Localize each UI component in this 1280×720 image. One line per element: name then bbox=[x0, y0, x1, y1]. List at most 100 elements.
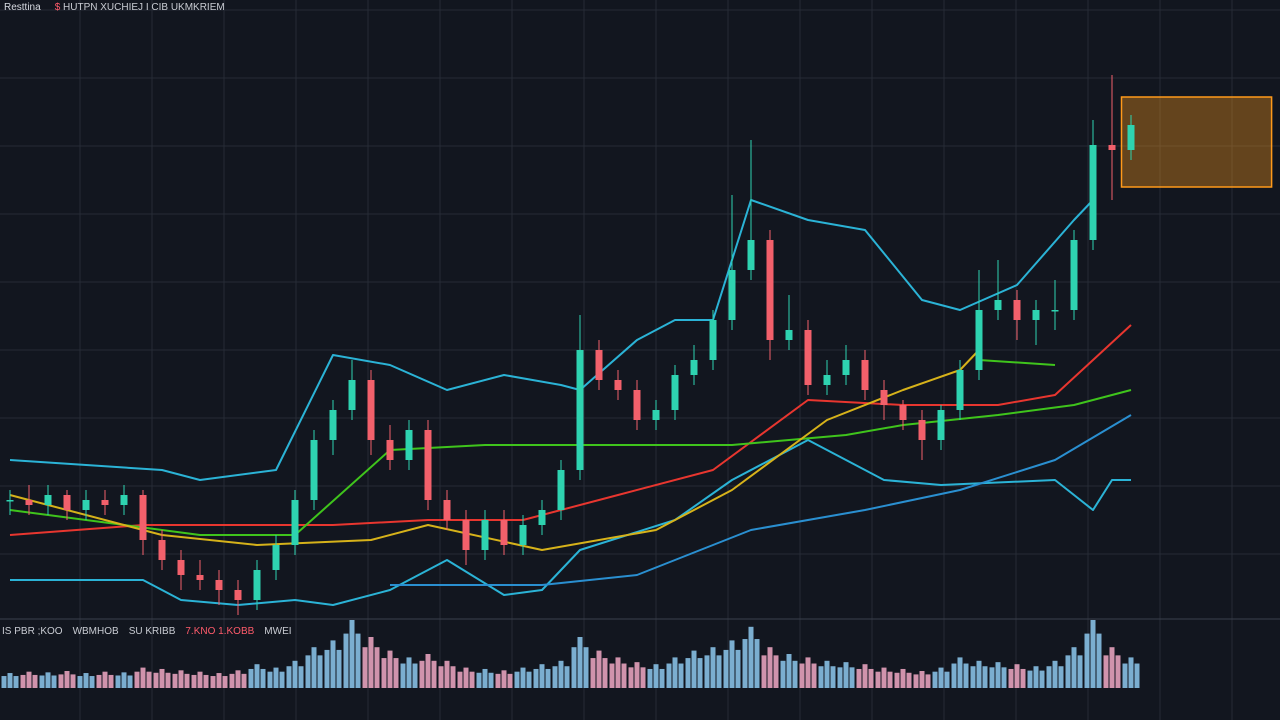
volume-bar bbox=[634, 662, 640, 688]
indicator-line-yellow-ma bbox=[9, 349, 980, 551]
volume-bar bbox=[216, 673, 222, 688]
volume-bar bbox=[824, 660, 830, 688]
volume-bar bbox=[805, 657, 811, 688]
volume-bar bbox=[583, 647, 589, 688]
volume-bar bbox=[1001, 667, 1007, 688]
candle-body bbox=[614, 380, 622, 390]
candle-body bbox=[196, 575, 204, 580]
volume-bar bbox=[748, 626, 754, 688]
candle-body bbox=[82, 500, 90, 510]
volume-bar bbox=[178, 670, 184, 688]
volume-bar bbox=[862, 664, 868, 688]
volume-bar bbox=[292, 660, 298, 688]
volume-bar bbox=[140, 667, 146, 688]
volume-bar bbox=[552, 666, 558, 688]
volume-bar bbox=[1027, 670, 1033, 688]
volume-bar bbox=[628, 667, 634, 688]
volume-bar bbox=[691, 650, 697, 688]
volume-bar bbox=[77, 676, 83, 688]
candle-body bbox=[937, 410, 945, 440]
volume-label: IS PBR ;KOO bbox=[2, 626, 63, 637]
volume-bar bbox=[457, 671, 463, 688]
candle-body bbox=[462, 520, 470, 550]
candle-body bbox=[367, 380, 375, 440]
volume-bar bbox=[647, 668, 653, 688]
volume-bar bbox=[305, 655, 311, 688]
volume-bar bbox=[621, 663, 627, 688]
volume-bar bbox=[83, 673, 89, 688]
volume-bar bbox=[982, 666, 988, 688]
candle-body bbox=[861, 360, 869, 390]
candle-body bbox=[1032, 310, 1040, 320]
volume-bar bbox=[1103, 655, 1109, 688]
volume-bar bbox=[1071, 647, 1077, 688]
volume-bar bbox=[1128, 657, 1134, 688]
volume-bar bbox=[254, 664, 260, 688]
volume-label: MWEI bbox=[264, 626, 292, 637]
volume-bar bbox=[330, 640, 336, 688]
volume-bar bbox=[197, 671, 203, 688]
candle-body bbox=[1089, 145, 1097, 240]
volume-label: SU KRIBB bbox=[128, 626, 176, 637]
volume-bar bbox=[640, 667, 646, 688]
volume-bar bbox=[248, 668, 254, 688]
volume-bar bbox=[482, 668, 488, 688]
volume-bar bbox=[425, 654, 431, 688]
volume-bar bbox=[659, 668, 665, 688]
volume-bar bbox=[811, 663, 817, 688]
candle-body bbox=[1013, 300, 1021, 320]
candle-body bbox=[994, 300, 1002, 310]
volume-bar bbox=[894, 672, 900, 688]
candle-body bbox=[25, 500, 33, 505]
volume-bar bbox=[843, 662, 849, 688]
volume-bar bbox=[729, 640, 735, 688]
volume-bar bbox=[191, 674, 197, 688]
volume-bar bbox=[723, 649, 729, 688]
volume-label: 7.KNO 1.KOBB bbox=[185, 626, 255, 637]
volume-bar bbox=[343, 633, 349, 688]
volume-bar bbox=[368, 637, 374, 688]
volume-bar bbox=[51, 675, 57, 688]
volume-bar bbox=[564, 666, 570, 688]
candle-body bbox=[595, 350, 603, 380]
volume-bar bbox=[1020, 668, 1026, 688]
candle-body bbox=[1108, 145, 1116, 150]
volume-bar bbox=[678, 663, 684, 688]
volume-bar bbox=[1109, 647, 1115, 688]
volume-bar bbox=[666, 663, 672, 688]
volume-bar bbox=[856, 668, 862, 688]
candle-body bbox=[633, 390, 641, 420]
volume-bar bbox=[526, 671, 532, 688]
candle-body bbox=[519, 525, 527, 545]
volume-bar bbox=[419, 660, 425, 688]
volume-bar bbox=[507, 673, 513, 688]
symbol-label[interactable]: Resttina bbox=[4, 2, 41, 13]
volume-bar bbox=[184, 673, 190, 688]
volume-bar bbox=[1090, 620, 1096, 688]
candle-body bbox=[310, 440, 318, 500]
candle-body bbox=[728, 270, 736, 320]
candle-body bbox=[975, 310, 983, 370]
volume-bar bbox=[1, 676, 7, 688]
candle-body bbox=[424, 430, 432, 500]
volume-bar bbox=[32, 674, 38, 688]
indicator-line-green-ma bbox=[978, 359, 1056, 366]
volume-bar bbox=[13, 676, 19, 688]
candle-body bbox=[747, 240, 755, 270]
candle-body bbox=[1051, 310, 1059, 312]
volume-bar bbox=[995, 662, 1001, 688]
volume-bar bbox=[1046, 666, 1052, 688]
volume-bar bbox=[1033, 666, 1039, 688]
volume-bar bbox=[355, 633, 361, 688]
candle-body bbox=[120, 495, 128, 505]
candle-body bbox=[158, 540, 166, 560]
volume-bar bbox=[767, 647, 773, 688]
candle-body bbox=[139, 495, 147, 540]
volume-bar bbox=[39, 675, 45, 688]
volume-bar bbox=[70, 674, 76, 688]
volume-bar bbox=[1096, 633, 1102, 688]
volume-bar bbox=[818, 666, 824, 688]
volume-bar bbox=[431, 660, 437, 688]
volume-legend: IS PBR ;KOO WBMHOB SU KRIBB 7.KNO 1.KOBB… bbox=[2, 626, 292, 637]
